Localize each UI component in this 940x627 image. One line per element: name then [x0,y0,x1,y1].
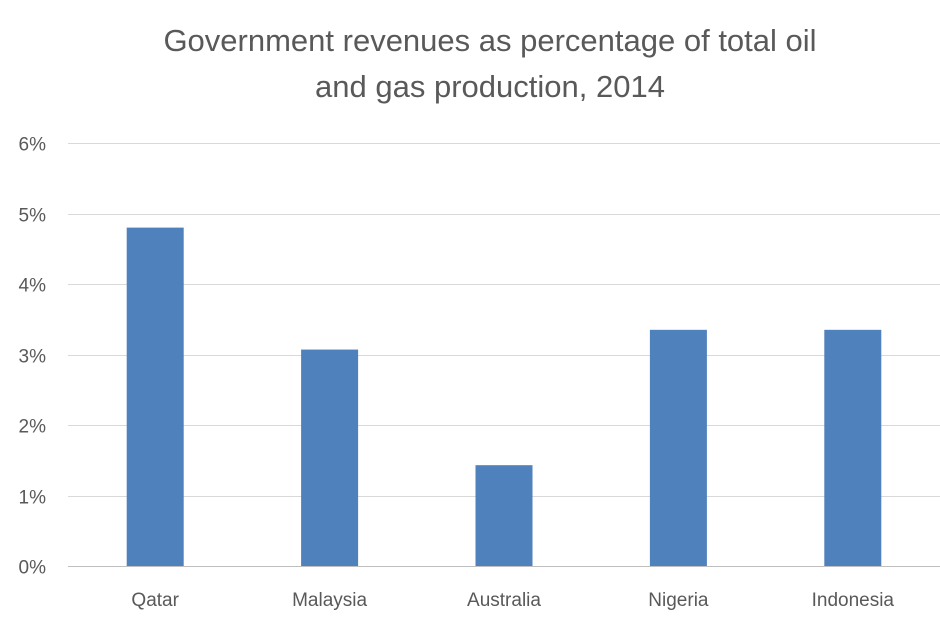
chart-title: Government revenues as percentage of tot… [163,23,816,104]
y-tick-label: 3% [19,347,47,368]
y-tick-label: 1% [19,488,47,509]
x-category-label: Malaysia [292,590,367,611]
bar-nigeria [649,329,707,566]
y-tick-label: 4% [19,276,47,297]
x-axis-categories: Qatar Malaysia Australia Nigeria Indonesia [131,590,894,611]
chart-title-line-2: and gas production, 2014 [315,69,665,104]
y-tick-label: 0% [19,558,47,579]
bar-malaysia [301,349,359,566]
bar-qatar [126,227,184,566]
bar-indonesia [824,329,882,566]
y-tick-label: 6% [19,135,47,156]
x-category-label: Qatar [131,590,179,611]
y-axis-ticks: 0% 1% 2% 3% 4% 5% 6% [19,135,47,579]
x-category-label: Australia [467,590,541,611]
bars [126,227,882,566]
x-category-label: Nigeria [648,590,709,611]
chart-title-line-1: Government revenues as percentage of tot… [163,23,816,58]
gridlines [68,143,940,567]
bar-australia [475,465,533,566]
y-tick-label: 2% [19,417,47,438]
y-tick-label: 5% [19,206,47,227]
x-category-label: Indonesia [812,590,895,611]
